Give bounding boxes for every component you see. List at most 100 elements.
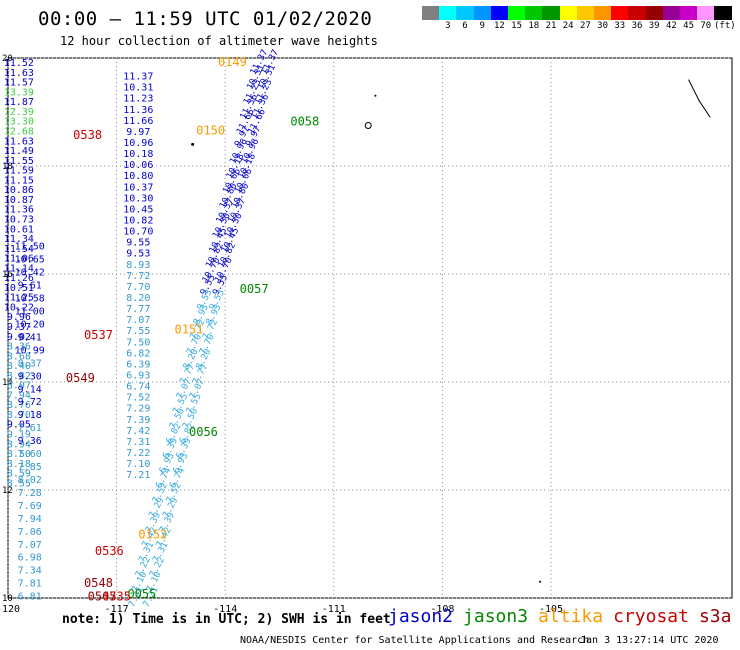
legend-swatch xyxy=(508,6,526,20)
swh-value-left: 11.59 xyxy=(4,166,34,177)
swh-value-left: 8.94 xyxy=(7,439,31,450)
legend-label: 70 xyxy=(700,21,712,31)
swh-value-west: 9.18 xyxy=(18,410,42,421)
swh-value-west: 10.42 xyxy=(15,268,45,279)
coastline xyxy=(688,79,711,118)
legend-label: (ft) xyxy=(714,21,736,31)
legend-label: 24 xyxy=(562,21,574,31)
swh-value-left: 8.55 xyxy=(7,478,31,489)
y-tick-label: 16 xyxy=(2,270,13,280)
swh-value-left: 11.52 xyxy=(4,58,34,69)
legend-swatch xyxy=(628,6,646,20)
swh-value-middle: 10.82 xyxy=(123,216,153,227)
legend-swatch xyxy=(525,6,543,20)
legend-swatch xyxy=(645,6,663,20)
swh-value-middle: 11.36 xyxy=(123,105,153,116)
swh-value-middle: 7.50 xyxy=(126,337,150,348)
island xyxy=(374,94,377,97)
credit-line: NOAA/NESDIS Center for Satellite Applica… xyxy=(240,635,590,646)
island xyxy=(191,142,195,146)
swh-value-left: 9.02 xyxy=(7,332,31,343)
swh-value-west: 7.07 xyxy=(18,540,42,551)
swh-value-west: 7.94 xyxy=(18,514,42,525)
swh-value-west: 6.98 xyxy=(18,553,42,564)
swh-value-middle: 7.52 xyxy=(126,393,150,404)
legend-swatch xyxy=(662,6,680,20)
swh-value-middle: 7.70 xyxy=(126,282,150,293)
swh-value-left: 11.15 xyxy=(4,175,34,186)
swh-value-middle: 9.97 xyxy=(126,127,150,138)
y-tick-label: 12 xyxy=(2,486,13,496)
swh-value-left: 9.96 xyxy=(7,312,31,323)
legend-label: 9 xyxy=(479,21,485,31)
swh-value-west: 7.60 xyxy=(18,449,42,460)
swh-value-left: 8.07 xyxy=(7,381,31,392)
swh-value-middle: 7.42 xyxy=(126,426,150,437)
pass-time-label: 0535 xyxy=(102,590,131,604)
swh-value-left: 11.49 xyxy=(4,146,34,157)
swh-value-west: 7.61 xyxy=(18,423,42,434)
y-tick-label: 18 xyxy=(2,162,13,172)
pass-time-label: 0537 xyxy=(84,328,113,342)
swh-value-middle: 9.55 xyxy=(126,238,150,249)
legend-swatch xyxy=(490,6,508,20)
legend-label: 3 xyxy=(445,21,451,31)
swh-value-middle: 8.20 xyxy=(126,293,150,304)
swh-value-middle: 7.55 xyxy=(126,326,150,337)
swh-value-left: 11.34 xyxy=(4,234,34,245)
swh-value-west: 8.37 xyxy=(18,358,42,369)
legend-swatch xyxy=(439,6,457,20)
swh-value-west: 9.61 xyxy=(18,281,42,292)
plot-frame xyxy=(7,57,733,599)
swh-value-left: 11.87 xyxy=(4,97,34,108)
swh-value-middle: 6.82 xyxy=(126,348,150,359)
swh-value-middle: 7.77 xyxy=(126,304,150,315)
swh-value-west: 9.14 xyxy=(18,384,42,395)
swh-value-middle: 10.06 xyxy=(123,160,153,171)
swh-value-left: 13.30 xyxy=(4,117,34,128)
swh-value-west: 8.02 xyxy=(18,475,42,486)
swh-value-left: 11.36 xyxy=(4,205,34,216)
legend-swatch xyxy=(422,6,440,20)
satellite-cryosat: cryosat xyxy=(613,606,689,627)
swh-value-west: 10.58 xyxy=(15,294,45,305)
swh-value-middle: 10.45 xyxy=(123,204,153,215)
swh-value-left: 8.50 xyxy=(7,449,31,460)
x-tick-label: -117 xyxy=(105,604,129,615)
swh-value-left: 8.82 xyxy=(7,371,31,382)
pass-time-label: 0149 xyxy=(218,55,247,69)
swh-value-middle: 7.29 xyxy=(126,404,150,415)
swh-value-middle: 9.53 xyxy=(126,249,150,260)
legend-swatch xyxy=(559,6,577,20)
swh-value-middle: 7.22 xyxy=(126,448,150,459)
pass-time-label: 0058 xyxy=(290,115,319,129)
legend-label: 18 xyxy=(528,21,540,31)
swh-value-middle: 7.39 xyxy=(126,415,150,426)
swh-value-middle: 6.93 xyxy=(126,370,150,381)
legend-swatch xyxy=(611,6,629,20)
swh-value-left: 11.14 xyxy=(4,263,34,274)
swh-value-west: 10.20 xyxy=(15,319,45,330)
pass-time-label: 0547 xyxy=(88,590,117,604)
swh-value-middle: 10.70 xyxy=(123,227,153,238)
swh-value-left: 12.68 xyxy=(4,127,34,138)
swh-value-middle: 10.18 xyxy=(123,149,153,160)
swh-value-west: 11.50 xyxy=(15,242,45,253)
swh-value-west: 9.30 xyxy=(18,371,42,382)
swh-value-middle: 11.23 xyxy=(123,94,153,105)
legend-swatch xyxy=(594,6,612,20)
legend-label: 30 xyxy=(597,21,609,31)
legend-label: 42 xyxy=(665,21,677,31)
legend-label: 33 xyxy=(614,21,626,31)
swh-value-middle: 7.07 xyxy=(126,315,150,326)
swh-value-left: 11.63 xyxy=(4,136,34,147)
swh-value-middle: 8.93 xyxy=(126,260,150,271)
swh-value-left: 8.76 xyxy=(7,400,31,411)
swh-value-west: 7.06 xyxy=(18,527,42,538)
legend-label: 27 xyxy=(579,21,591,31)
pass-time-label: 0057 xyxy=(240,282,269,296)
swh-value-west: 9.41 xyxy=(18,332,42,343)
swh-value-west: 10.65 xyxy=(15,255,45,266)
swh-value-middle: 10.30 xyxy=(123,193,153,204)
